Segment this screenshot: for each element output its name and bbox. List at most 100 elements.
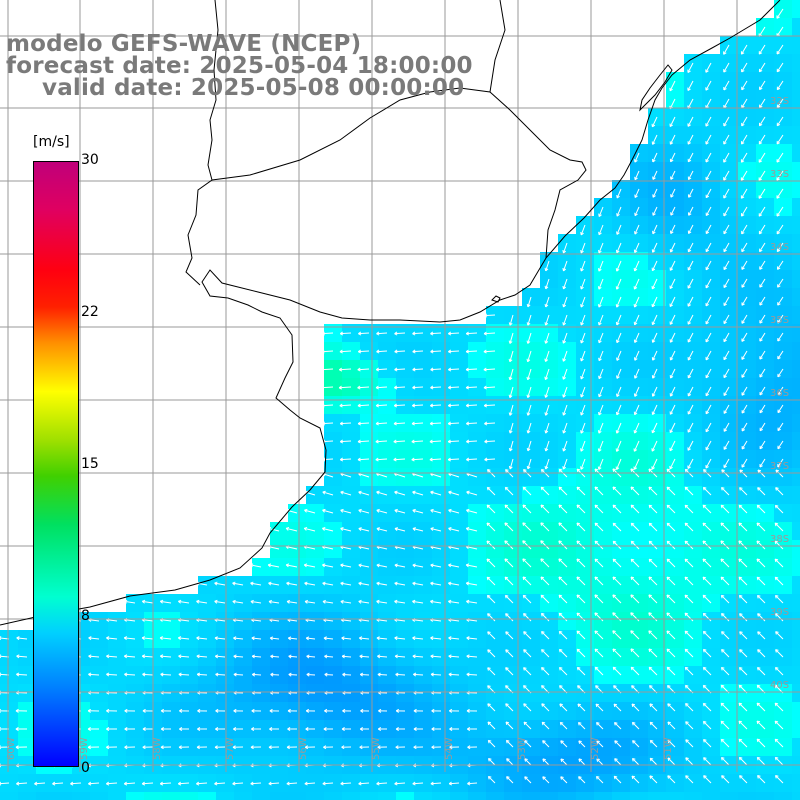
- wind-arrow: [484, 314, 496, 317]
- wind-arrow-head: [394, 331, 398, 336]
- wind-arrow-head: [179, 727, 183, 732]
- wind-arrow: [721, 649, 730, 658]
- wind-arrow: [632, 758, 640, 766]
- wind-arrow: [652, 170, 658, 180]
- wind-arrow-head: [251, 654, 256, 659]
- wind-arrow: [703, 487, 712, 496]
- wind-arrow-head: [0, 708, 1, 713]
- wind-arrow: [376, 564, 388, 568]
- wind-arrow-head: [649, 685, 653, 689]
- wind-arrow: [757, 613, 766, 622]
- wind-arrow-head: [630, 540, 635, 545]
- wind-arrow-head: [16, 636, 20, 641]
- wind-arrow-head: [597, 466, 602, 470]
- wind-arrow: [252, 655, 262, 658]
- wind-arrow: [614, 740, 622, 748]
- wind-arrow-head: [323, 727, 327, 732]
- wind-arrow-head: [597, 268, 602, 272]
- wind-arrow: [594, 486, 604, 496]
- wind-arrow-head: [558, 522, 562, 526]
- wind-arrow-head: [526, 430, 531, 434]
- wind-arrow-head: [431, 708, 435, 713]
- wind-arrow: [723, 152, 730, 163]
- wind-arrow-head: [357, 349, 362, 354]
- wind-arrow: [759, 116, 766, 127]
- wind-arrow-head: [52, 781, 56, 786]
- wind-arrow-head: [651, 411, 656, 415]
- wind-arrow: [430, 655, 442, 658]
- wind-arrow-head: [562, 358, 566, 362]
- wind-arrow-head: [758, 177, 763, 181]
- wind-arrow: [687, 116, 694, 127]
- wind-arrow-head: [630, 666, 635, 671]
- wind-arrow: [612, 558, 622, 568]
- wind-arrow-head: [508, 322, 513, 326]
- wind-arrow: [702, 504, 712, 514]
- wind-arrow: [703, 757, 712, 766]
- wind-arrow-head: [774, 540, 779, 545]
- wind-arrow: [741, 98, 748, 109]
- wind-arrow-head: [447, 457, 452, 462]
- wind-arrow-head: [649, 739, 654, 744]
- wind-arrow-head: [540, 558, 544, 562]
- wind-arrow: [684, 486, 694, 496]
- wind-arrow-head: [339, 403, 343, 408]
- wind-arrow-head: [775, 613, 779, 617]
- wind-arrow-head: [106, 636, 110, 641]
- wind-arrow: [178, 600, 190, 604]
- wind-arrow: [721, 613, 730, 622]
- wind-arrow-head: [705, 212, 710, 217]
- wind-arrow: [739, 775, 748, 784]
- wind-arrow: [196, 600, 208, 604]
- wind-arrow-head: [758, 195, 763, 199]
- wind-arrow: [506, 740, 514, 748]
- coastline: [0, 0, 781, 626]
- colorbar-tick-22: 22: [81, 304, 99, 320]
- wind-arrow: [648, 648, 658, 658]
- wind-arrow-head: [87, 727, 91, 732]
- wind-arrow-head: [669, 267, 674, 271]
- wind-arrow: [504, 558, 514, 568]
- wind-arrow: [358, 527, 370, 532]
- wind-arrow: [558, 630, 568, 640]
- wind-arrow-head: [666, 612, 670, 616]
- wind-arrow-head: [775, 469, 779, 473]
- wind-arrow: [523, 649, 532, 658]
- wind-arrow: [723, 296, 730, 306]
- wind-arrow-head: [594, 648, 599, 653]
- wind-arrow: [320, 368, 334, 371]
- wind-arrow-head: [723, 123, 727, 127]
- wind-arrow-head: [651, 303, 656, 308]
- wind-speed-cell: [612, 792, 630, 800]
- wind-arrow: [412, 404, 424, 407]
- wind-arrow-head: [429, 421, 434, 426]
- wind-arrow-head: [0, 781, 2, 786]
- wind-arrow-head: [580, 466, 584, 470]
- wind-arrow-head: [615, 466, 620, 470]
- wind-arrow-head: [705, 410, 710, 415]
- wind-arrow-head: [215, 672, 219, 677]
- wind-arrow-head: [705, 69, 709, 73]
- wind-arrow-head: [269, 727, 273, 732]
- wind-arrow: [268, 564, 280, 568]
- wind-arrow: [509, 458, 514, 470]
- wind-arrow: [430, 782, 442, 785]
- wind-arrow: [376, 582, 388, 586]
- wind-arrow: [466, 440, 478, 443]
- wind-arrow-head: [630, 576, 635, 581]
- wind-arrow-head: [412, 599, 416, 604]
- wind-arrow-head: [577, 685, 581, 689]
- wind-arrow-head: [269, 708, 273, 713]
- wind-speed-cell: [792, 414, 800, 432]
- wind-arrow-head: [597, 430, 602, 434]
- wind-arrow-head: [776, 50, 781, 55]
- wind-arrow: [214, 619, 226, 622]
- wind-arrow-head: [615, 304, 620, 308]
- wind-arrow: [545, 422, 550, 434]
- wind-arrow: [448, 332, 460, 335]
- wind-arrow-head: [666, 648, 671, 653]
- wind-arrow: [723, 134, 730, 145]
- wind-arrow-head: [720, 684, 725, 689]
- wind-speed-cell: [792, 702, 800, 720]
- wind-arrow-head: [562, 412, 567, 416]
